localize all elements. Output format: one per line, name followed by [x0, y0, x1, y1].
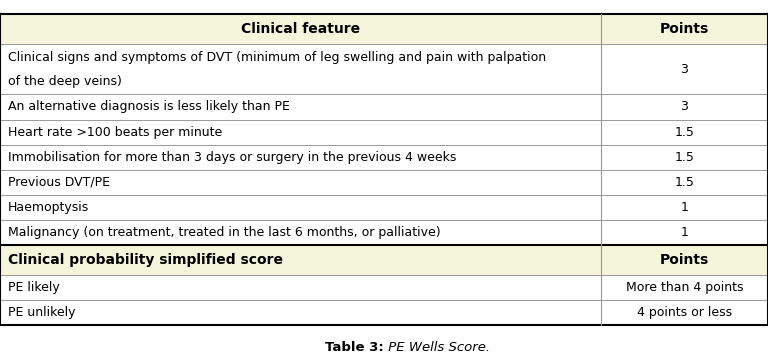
Text: Clinical signs and symptoms of DVT (minimum of leg swelling and pain with palpat: Clinical signs and symptoms of DVT (mini… [8, 51, 546, 64]
Text: 1: 1 [680, 201, 688, 214]
Text: 3: 3 [680, 63, 688, 76]
Text: Heart rate >100 beats per minute: Heart rate >100 beats per minute [8, 126, 222, 139]
Text: 1.5: 1.5 [674, 126, 694, 139]
Text: PE unlikely: PE unlikely [8, 306, 75, 319]
Text: PE Wells Score.: PE Wells Score. [384, 341, 490, 354]
Text: 4 points or less: 4 points or less [637, 306, 732, 319]
Text: 1.5: 1.5 [674, 151, 694, 164]
Text: 1: 1 [680, 226, 688, 239]
Text: 3: 3 [680, 100, 688, 113]
Text: Points: Points [660, 253, 709, 267]
Text: More than 4 points: More than 4 points [626, 281, 743, 294]
Text: 1.5: 1.5 [674, 176, 694, 189]
Text: Table 3:: Table 3: [326, 341, 384, 354]
Text: PE likely: PE likely [8, 281, 59, 294]
Text: Malignancy (on treatment, treated in the last 6 months, or palliative): Malignancy (on treatment, treated in the… [8, 226, 440, 239]
Text: of the deep veins): of the deep veins) [8, 75, 121, 88]
Bar [0, 245, 768, 275]
Text: Clinical feature: Clinical feature [240, 22, 360, 36]
Text: Immobilisation for more than 3 days or surgery in the previous 4 weeks: Immobilisation for more than 3 days or s… [8, 151, 456, 164]
Text: Points: Points [660, 22, 709, 36]
Text: Haemoptysis: Haemoptysis [8, 201, 89, 214]
Text: Clinical probability simplified score: Clinical probability simplified score [8, 253, 283, 267]
Text: Previous DVT/PE: Previous DVT/PE [8, 176, 110, 189]
Bar [0, 14, 768, 44]
Text: An alternative diagnosis is less likely than PE: An alternative diagnosis is less likely … [8, 100, 290, 113]
